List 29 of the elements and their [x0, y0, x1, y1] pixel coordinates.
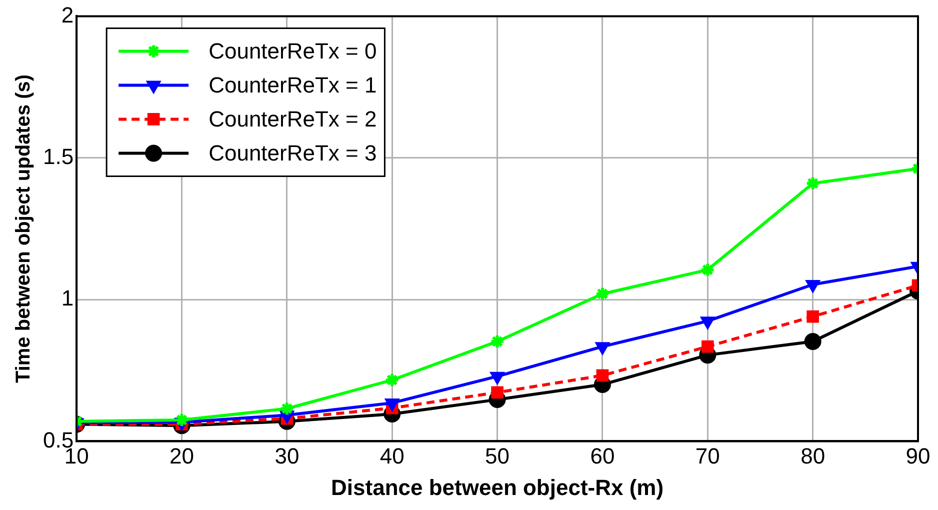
legend-label: CounterReTx = 0 [208, 38, 377, 64]
point [594, 286, 610, 302]
point [701, 340, 714, 353]
point [806, 310, 819, 323]
point [490, 334, 505, 349]
y-tick-label: 2 [61, 2, 74, 28]
point [174, 412, 190, 428]
point [384, 372, 400, 388]
legend-label: CounterReTx = 1 [208, 72, 377, 98]
legend-label: CounterReTx = 2 [208, 106, 377, 132]
x-tick-label: 30 [274, 443, 300, 468]
y-axis-title: Time between object updates (s) [12, 74, 35, 383]
point [700, 262, 716, 278]
x-tick-label: 80 [800, 443, 826, 468]
point [279, 401, 294, 416]
legend-label: CounterReTx = 3 [208, 140, 377, 166]
x-tick-label: 90 [906, 443, 930, 468]
point [805, 176, 820, 191]
x-axis-title: Distance between object-Rx (m) [331, 474, 664, 500]
y-tick-label: 1 [61, 286, 74, 311]
x-tick-label: 50 [485, 443, 510, 468]
point [596, 369, 609, 382]
x-tick-label: 40 [380, 443, 404, 468]
x-tick-label: 20 [170, 443, 194, 468]
point [491, 386, 504, 399]
y-tick-label: 1.5 [42, 144, 74, 169]
x-tick-label: 60 [590, 443, 615, 468]
point [804, 332, 822, 350]
x-tick-label: 70 [695, 443, 720, 468]
